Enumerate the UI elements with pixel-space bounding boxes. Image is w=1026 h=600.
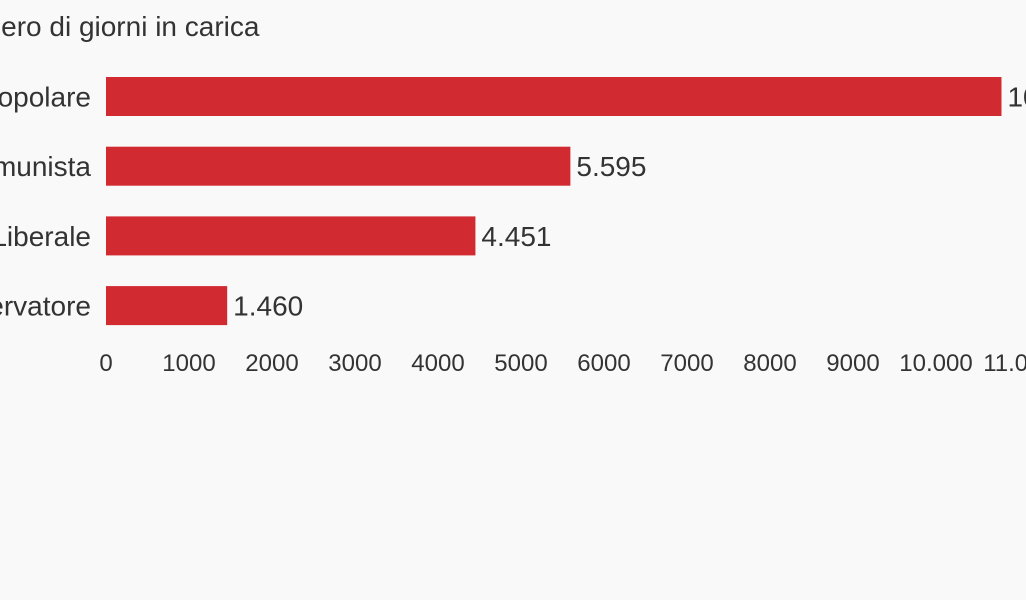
data-label: 5.595 xyxy=(576,151,646,182)
x-tick-label: 5000 xyxy=(494,350,547,377)
x-tick-label: 11.000 xyxy=(983,350,1026,377)
x-tick-label: 6000 xyxy=(577,350,630,377)
x-axis: 0 1000 2000 3000 4000 5000 6000 7000 8000 9000 10.… xyxy=(99,350,1026,377)
bar xyxy=(106,146,571,186)
category-label: Popolare xyxy=(0,82,91,113)
category-label: Conservatore xyxy=(0,291,91,322)
x-tick-label: 8000 xyxy=(743,350,796,377)
category-label: Comunista xyxy=(0,151,91,182)
x-tick-label: 1000 xyxy=(162,350,215,377)
category-label: Liberale xyxy=(0,221,91,252)
x-tick-label: 4000 xyxy=(411,350,464,377)
data-label: 4.451 xyxy=(481,221,551,252)
bars-group: Popolare 10.789 Comunista 5.595 Liberale 4.45… xyxy=(0,77,1026,326)
chart-title: Numero di giorni in carica xyxy=(0,11,260,42)
bar xyxy=(106,286,228,326)
x-tick-label: 9000 xyxy=(826,350,879,377)
bar xyxy=(106,216,476,256)
x-tick-label: 7000 xyxy=(660,350,713,377)
data-label: 1.460 xyxy=(233,291,303,322)
x-tick-label: 10.000 xyxy=(899,350,972,377)
x-tick-label: 2000 xyxy=(245,350,298,377)
bar xyxy=(106,77,1002,116)
x-tick-label: 0 xyxy=(99,350,112,377)
data-label: 10.789 xyxy=(1007,82,1026,113)
x-tick-label: 3000 xyxy=(328,350,381,377)
